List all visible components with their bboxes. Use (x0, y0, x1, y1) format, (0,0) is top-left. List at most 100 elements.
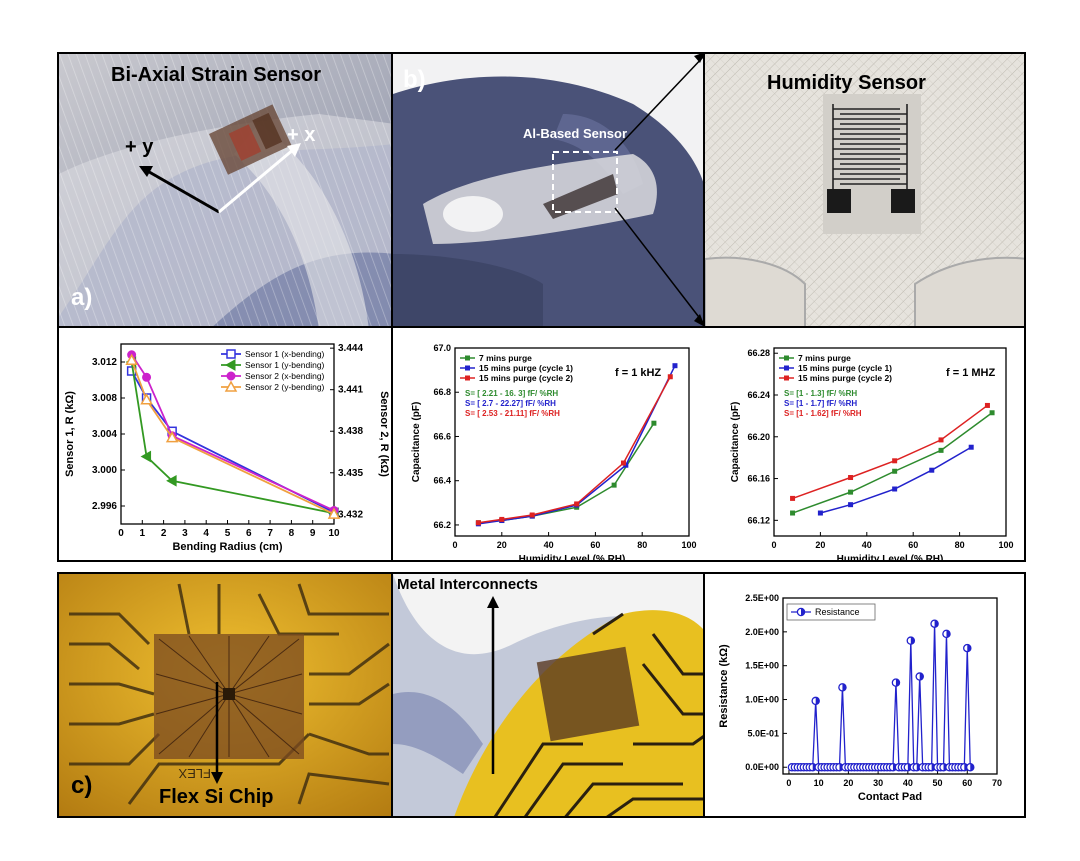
legend-entry: 15 mins purge (cycle 2) (798, 373, 892, 383)
x-tick-label: 80 (955, 540, 965, 550)
sensitivity-label: S= [1 - 1.62] fF/ %RH (784, 409, 862, 418)
panel-label-b: b) (403, 66, 426, 93)
legend-marker (224, 380, 238, 392)
x-tick-label: 60 (962, 778, 972, 788)
sensitivity-label: S= [ 2.21 - 16. 3] fF/ %RH (465, 389, 558, 398)
data-point-fill (934, 620, 939, 628)
data-point (848, 475, 854, 481)
y-tick-label: 66.20 (747, 432, 770, 442)
panel-label-c: c) (71, 772, 93, 799)
y-tick-label: 66.2 (433, 520, 451, 530)
sensitivity-label: S= [ 2.53 - 21.11] fF/ %RH (465, 409, 560, 418)
legend-marker (226, 349, 236, 359)
x-tick-label: 30 (873, 778, 883, 788)
legend-marker (226, 371, 236, 381)
x-tick-label: 40 (862, 540, 872, 550)
series-line (478, 376, 671, 524)
x-tick-label: 0 (786, 778, 791, 788)
data-point (989, 410, 995, 416)
x-tick-label: 80 (637, 540, 647, 550)
legend-marker (784, 355, 789, 361)
data-point (938, 447, 944, 453)
x-axis-label: Contact Pad (858, 791, 922, 803)
x-tick-label: 5 (225, 528, 231, 539)
flex-chip-label: Flex Si Chip (159, 786, 274, 808)
chip-print-text: FLEX (178, 766, 211, 781)
metal-interconnects-label: Metal Interconnects (397, 576, 538, 593)
series-line (478, 365, 676, 525)
x-tick-label: 8 (289, 528, 295, 539)
x-axis-label: Humidity Level (% RH) (519, 554, 626, 560)
panel-label-a: a) (71, 284, 93, 311)
x-tick-label: 60 (908, 540, 918, 550)
data-point (651, 420, 657, 426)
data-point (165, 431, 179, 443)
y-tick-label: 66.28 (747, 348, 770, 358)
x-tick-label: 20 (497, 540, 507, 550)
data-point (142, 372, 152, 382)
data-point (667, 374, 673, 380)
metal-interconnect-photo-panel: Metal Interconnects (391, 572, 705, 818)
x-axis-label: Bending Radius (cm) (172, 541, 282, 553)
x-tick-label: 3 (182, 528, 188, 539)
sensitivity-label: S= [1 - 1.7] fF/ %RH (784, 399, 857, 408)
legend-entry: Sensor 1 (y-bending) (245, 360, 325, 370)
x-tick-label: 9 (310, 528, 316, 539)
x-tick-label: 50 (933, 778, 943, 788)
data-point (475, 520, 481, 526)
series-line (130, 370, 335, 514)
flex-chip-photo: FLEX (59, 574, 391, 816)
resistance-chart-panel: 0 10 20 30 40 50 60 70 0.0E+00 5.0E-01 1.0E+00 1.5E… (703, 572, 1026, 818)
y-axis-label: + y (125, 136, 154, 158)
x-tick-label: 40 (544, 540, 554, 550)
y2-tick-label: 3.438 (338, 426, 363, 437)
series-line (792, 404, 988, 500)
x-axis-label: Humidity Level (% RH) (837, 554, 944, 560)
legend-entry: 7 mins purge (479, 353, 532, 363)
data-point-fill (815, 697, 820, 705)
y2-tick-label: 3.444 (338, 343, 363, 354)
resistance-chart: 0 10 20 30 40 50 60 70 0.0E+00 5.0E-01 1.0E+00 1.5E… (718, 593, 1002, 803)
y2-tick-label: 3.432 (338, 509, 363, 520)
data-point (166, 474, 177, 487)
humidity-1mhz-chart: 0 20 40 60 80 100 66.12 66.16 66.20 66.24 66.28 Hum… (730, 347, 1014, 560)
data-point (574, 501, 580, 507)
data-point (327, 507, 341, 519)
legend-marker (224, 359, 236, 371)
data-point (620, 460, 626, 466)
y-tick-label: 66.4 (433, 476, 451, 486)
data-point (672, 363, 678, 369)
legend-entry: 15 mins purge (cycle 2) (479, 373, 573, 383)
humidity-sensor-photo-panel: Humidity Sensor (703, 52, 1026, 328)
y-axis-label: Capacitance (pF) (730, 402, 741, 483)
data-point-fill (967, 644, 971, 652)
y-tick-label: 1.0E+00 (745, 695, 779, 705)
y-tick-label: 66.6 (433, 431, 451, 441)
data-point (499, 516, 505, 522)
data-point (938, 437, 944, 443)
x-tick-label: 0 (118, 528, 124, 539)
interdigitated-electrode (832, 104, 908, 189)
series-line (791, 623, 971, 768)
y-tick-label: 66.16 (747, 474, 770, 484)
y-tick-label: 5.0E-01 (747, 728, 779, 738)
legend-entry: Resistance (815, 607, 860, 617)
data-point-fill (895, 679, 900, 687)
data-point (892, 486, 898, 492)
x-tick-label: 10 (814, 778, 824, 788)
x-axis-arrow (218, 147, 295, 214)
legend-entry: Sensor 2 (y-bending) (245, 382, 325, 392)
data-point (892, 468, 898, 474)
al-sensor-label: Al-Based Sensor (523, 126, 628, 141)
x-tick-label: 100 (998, 540, 1013, 550)
x-tick-label: 20 (815, 540, 825, 550)
x-tick-label: 1 (140, 528, 146, 539)
y-axis-label: Sensor 1, R (kΩ) (64, 391, 76, 477)
chip-die-bent (536, 646, 640, 742)
y2-tick-label: 3.435 (338, 468, 363, 479)
flex-chip-photo-panel: FLEX c) Flex Si Chip (57, 572, 393, 818)
y-tick-label: 1.5E+00 (745, 661, 779, 671)
data-point (529, 512, 535, 518)
data-point (968, 444, 974, 450)
data-point (984, 402, 990, 408)
